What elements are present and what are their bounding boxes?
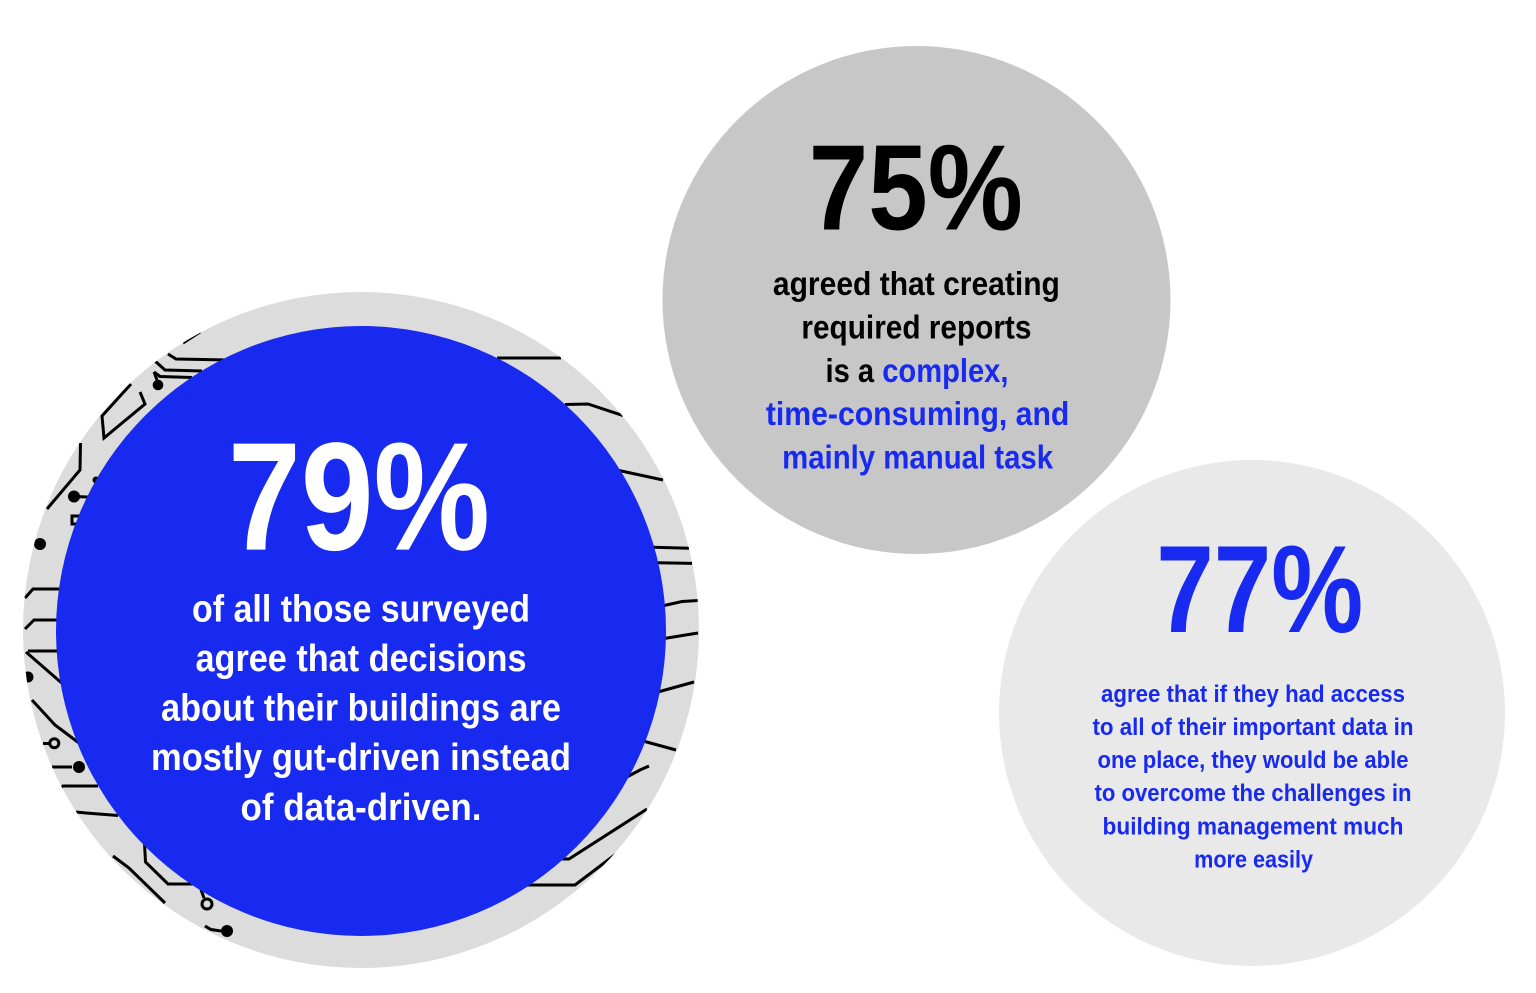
svg-text:more easily: more easily xyxy=(1194,847,1313,874)
svg-text:to all of their important data: to all of their important data in xyxy=(1093,714,1414,741)
svg-text:agree that if they had access: agree that if they had access xyxy=(1101,681,1405,708)
svg-text:79%: 79% xyxy=(228,411,490,583)
svg-text:75%: 75% xyxy=(809,119,1023,255)
svg-text:is a complex,: is a complex, xyxy=(826,352,1009,389)
svg-text:of all those surveyed: of all those surveyed xyxy=(192,588,530,630)
svg-text:one place, they would be able: one place, they would be able xyxy=(1098,747,1409,774)
svg-text:to overcome the challenges in: to overcome the challenges in xyxy=(1095,780,1412,807)
svg-text:required reports: required reports xyxy=(801,309,1031,346)
svg-text:mostly gut-driven instead: mostly gut-driven instead xyxy=(151,737,571,779)
svg-text:mainly manual task: mainly manual task xyxy=(782,438,1054,475)
svg-text:77%: 77% xyxy=(1156,521,1363,659)
svg-text:about their buildings are: about their buildings are xyxy=(161,688,561,730)
svg-text:time-consuming, and: time-consuming, and xyxy=(766,395,1070,432)
svg-text:of data-driven.: of data-driven. xyxy=(241,787,482,829)
svg-text:agree that decisions: agree that decisions xyxy=(196,638,527,680)
svg-text:building management much: building management much xyxy=(1103,813,1404,840)
svg-text:agreed that creating: agreed that creating xyxy=(773,265,1060,302)
